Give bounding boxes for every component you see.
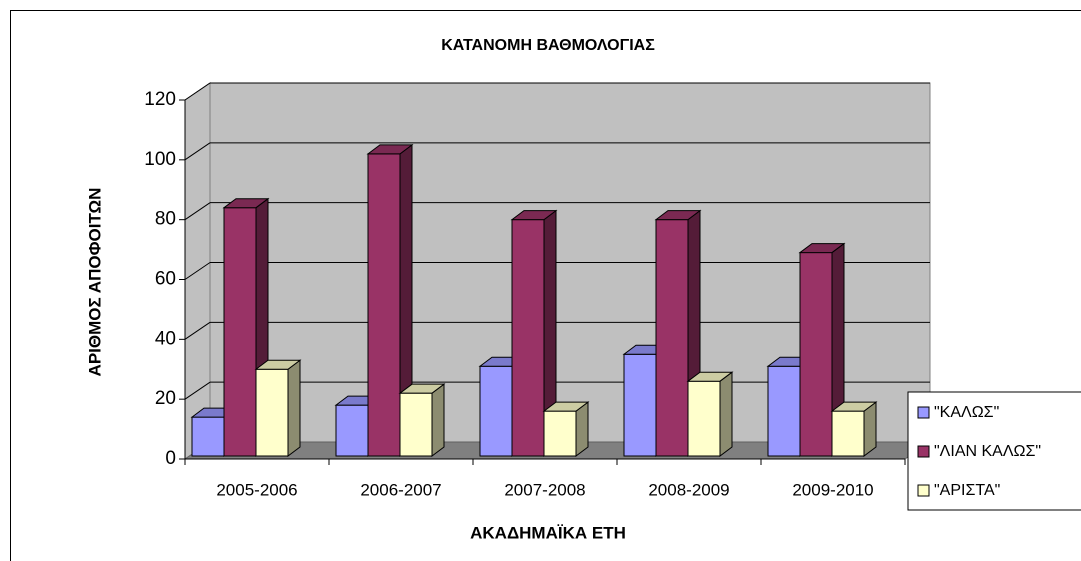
bar xyxy=(335,404,369,457)
bar-top xyxy=(654,210,702,221)
bar-top xyxy=(222,198,270,209)
bar xyxy=(255,368,289,457)
legend-label: "ΛΙΑΝ ΚΑΛΩΣ" xyxy=(934,443,1041,460)
y-tick-label: 20 xyxy=(155,388,176,409)
legend-box xyxy=(907,391,1081,511)
grid-line xyxy=(184,262,211,280)
bar xyxy=(223,207,257,457)
x-tick-label: 2005-2006 xyxy=(216,480,297,499)
bar xyxy=(367,153,401,457)
bar xyxy=(799,252,833,457)
y-tick-label: 100 xyxy=(144,149,176,170)
bar xyxy=(831,410,865,457)
bar-top xyxy=(398,383,446,394)
bar xyxy=(767,365,801,457)
bar-side xyxy=(431,383,445,457)
grid-line xyxy=(184,321,211,340)
bar-top xyxy=(830,401,878,412)
bar-top xyxy=(686,371,734,382)
legend-swatch xyxy=(917,445,930,458)
y-tick-label: 120 xyxy=(144,89,176,110)
grid-line xyxy=(184,381,211,400)
legend-label: "ΑΡΙΣΤΑ" xyxy=(934,482,1000,499)
y-axis-title: ΑΡΙΘΜΟΣ ΑΠΟΦΟΙΤΩΝ xyxy=(85,188,104,377)
x-tick-label: 2007-2008 xyxy=(504,480,585,499)
y-tick-label: 0 xyxy=(165,448,176,469)
y-tick-label: 60 xyxy=(155,269,176,290)
bar xyxy=(687,380,721,457)
bar xyxy=(543,410,577,457)
grid-line xyxy=(184,82,211,101)
legend-swatch xyxy=(917,484,930,497)
x-axis-title: ΑΚΑΔΗΜΑΪΚΑ ΕΤΗ xyxy=(470,523,626,542)
x-tick-label: 2006-2007 xyxy=(360,480,441,499)
grid-line xyxy=(184,202,211,221)
bar xyxy=(655,219,689,457)
x-tick-label: 2009-2010 xyxy=(792,480,873,499)
chart-title: ΚΑΤΑΝΟΜΗ ΒΑΘΜΟΛΟΓΙΑΣ xyxy=(441,37,655,54)
bar xyxy=(623,353,657,457)
bar xyxy=(511,219,545,457)
bar-side xyxy=(287,359,301,457)
bar xyxy=(399,392,433,457)
grid-line xyxy=(184,142,211,161)
bar-top xyxy=(542,401,590,412)
bar-side xyxy=(719,371,733,457)
legend-label: "ΚΑΛΩΣ" xyxy=(934,404,999,421)
bar-top xyxy=(366,144,414,155)
x-tick-label: 2008-2009 xyxy=(648,480,729,499)
legend-swatch xyxy=(917,406,930,419)
y-tick-label: 80 xyxy=(155,209,176,230)
bar-top xyxy=(798,243,846,254)
bar xyxy=(191,416,225,457)
y-tick-label: 40 xyxy=(155,328,176,349)
bar-top xyxy=(254,359,302,370)
bar-top xyxy=(510,210,558,221)
bar xyxy=(479,365,513,457)
